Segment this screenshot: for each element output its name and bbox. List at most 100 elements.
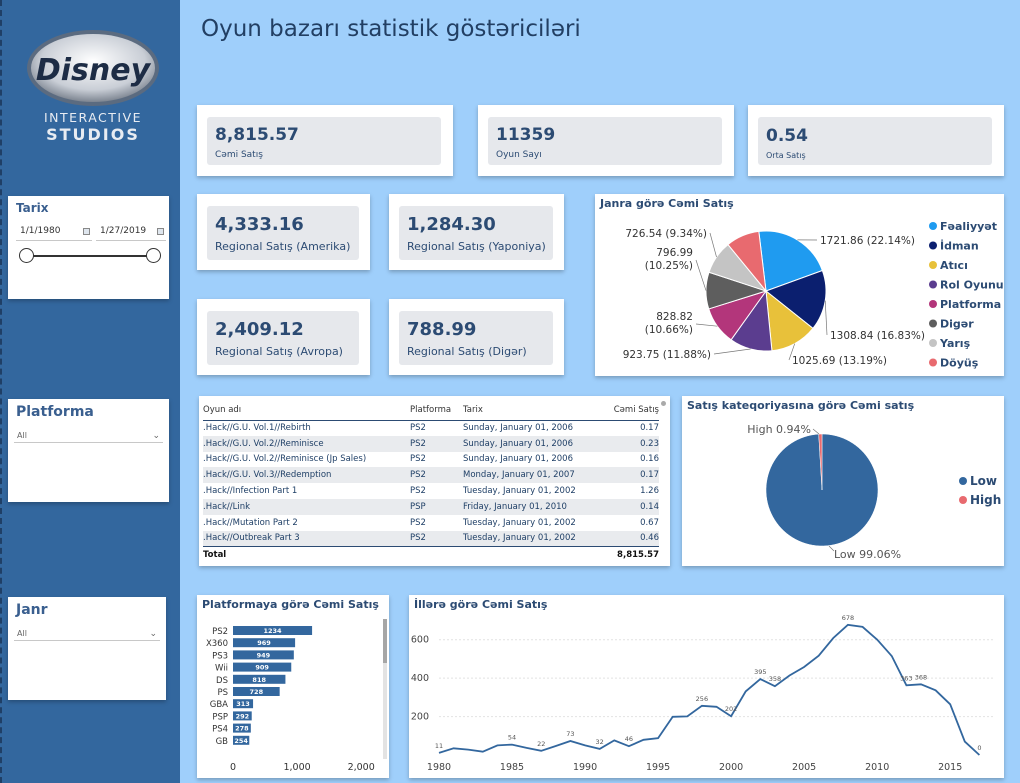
year-line-chart[interactable]: 200 400 600 1980 1985 1990 1995 2000 2005 2010 201… (409, 595, 1004, 778)
point-data-label: 358 (769, 675, 781, 683)
calendar-icon[interactable] (157, 228, 164, 235)
table-cell: 0.17 (640, 470, 659, 481)
pie-leader-line (713, 348, 751, 355)
table-row[interactable]: .Hack//G.U. Vol.3//Redemption PS2 Monday, … (203, 467, 659, 484)
games-table: Oyun adı Platforma Tarix Cəmi Satış .Hac… (203, 401, 659, 563)
pie-leader-line (812, 428, 820, 435)
date-range-start-handle[interactable] (19, 248, 34, 263)
table-cell: .Hack//Infection Part 1 (203, 486, 298, 497)
chevron-down-icon[interactable]: ⌄ (152, 431, 160, 441)
kpi-value: 8,815.57 (215, 125, 299, 145)
table-row[interactable]: .Hack//Outbreak Part 3 PS2 Tuesday, Januar… (203, 530, 659, 547)
platform-bar-chart[interactable]: PS2 1234 X360 969 PS3 949 Wii 909 DS 818 PS 728 GBA 3… (197, 595, 389, 778)
bar-data-label: 728 (250, 688, 264, 696)
legend-label: Yarış (939, 337, 971, 350)
point-data-label: 73 (566, 730, 574, 738)
table-row[interactable]: .Hack//Mutation Part 2 PS2 Tuesday, Januar… (203, 514, 659, 531)
kpi-value: 788.99 (407, 319, 477, 340)
kpi-label: Orta Satış (766, 151, 806, 160)
platform-bar-title: Platformaya görə Cəmi Satış (202, 598, 379, 611)
disney-interactive-logo: Disney INTERACTIVE STUDIOS (24, 28, 162, 146)
table-cell: Tuesday, January 01, 2002 (463, 517, 576, 528)
column-header[interactable]: Tarix (463, 405, 483, 416)
year-line-title: İllərə görə Cəmi Satış (414, 598, 548, 611)
platform-slicer: Platforma All ⌄ (8, 399, 169, 502)
pie-data-label: (10.25%) (645, 260, 693, 272)
column-header[interactable]: Platforma (410, 405, 452, 416)
kpi-game-count: 11359 Oyun Sayı (478, 105, 734, 176)
legend-label: Atıcı (940, 259, 968, 272)
table-row[interactable]: .Hack//Infection Part 1 PS2 Tuesday, Janua… (203, 483, 659, 499)
table-row[interactable]: .Hack//G.U. Vol.2//Reminisce (Jp Sales) P… (203, 451, 659, 468)
table-cell: PS2 (410, 438, 426, 449)
table-row[interactable]: .Hack//G.U. Vol.2//Reminisce PS2 Sunday, J… (203, 435, 659, 452)
bar (233, 662, 292, 672)
legend-label: Digər (940, 318, 974, 331)
kpi-label: Regional Satış (Amerika) (215, 240, 351, 253)
bar-scrollbar[interactable] (383, 619, 387, 759)
pie-leader-line (709, 232, 717, 258)
column-header[interactable]: Oyun adı (203, 405, 242, 416)
kpi-label: Regional Satış (Digər) (407, 345, 527, 358)
bar (233, 711, 252, 721)
date-range-end-handle[interactable] (146, 248, 161, 263)
pie-data-label: 1025.69 (13.19%) (792, 355, 887, 367)
table-cell: 0.67 (640, 517, 659, 528)
pie-data-label: 1721.86 (22.14%) (820, 235, 915, 247)
bar-data-label: 254 (234, 737, 248, 745)
point-data-label: 11 (435, 742, 443, 750)
pie-leader-line (824, 300, 828, 336)
table-cell: Tuesday, January 01, 2002 (463, 486, 576, 497)
pie-leader-line (695, 259, 707, 291)
kpi-region-japan: 1,284.30 Regional Satış (Yaponiya) (389, 194, 564, 270)
bar-data-label: 292 (236, 712, 250, 720)
kpi-label: Regional Satış (Avropa) (215, 345, 343, 358)
point-data-label: 256 (696, 695, 708, 703)
year-line-card: İllərə görə Cəmi Satış 200 400 600 1980 1985… (409, 595, 1004, 778)
table-cell: .Hack//Outbreak Part 3 (203, 533, 300, 544)
category-pie-chart[interactable]: Low 99.06% High 0.94% Low High (682, 396, 1004, 566)
kpi-value: 1,284.30 (407, 214, 496, 235)
column-header[interactable]: Cəmi Satış (613, 405, 659, 416)
bar-category-label: GBA (210, 700, 228, 710)
date-from-input[interactable]: 1/1/1980 (16, 221, 92, 241)
kpi-region-america: 4,333.16 Regional Satış (Amerika) (197, 194, 370, 270)
date-range-track[interactable] (26, 255, 154, 257)
point-data-label: 368 (915, 673, 927, 681)
bar-category-label: PS4 (212, 725, 228, 735)
x-tick-label: 2015 (938, 762, 962, 773)
genre-dropdown-value: All (17, 629, 27, 638)
chevron-down-icon[interactable]: ⌄ (149, 629, 157, 639)
table-cell: 0.23 (640, 438, 659, 449)
platform-dropdown[interactable]: All ⌄ (14, 429, 163, 443)
table-scroll-indicator[interactable] (661, 401, 666, 406)
bar (233, 735, 250, 745)
category-pie-card: Satış kateqoriyasına görə Cəmi satış Low… (682, 396, 1004, 566)
table-cell: PS2 (410, 470, 426, 481)
point-data-label: 678 (842, 614, 854, 622)
table-cell: PS2 (410, 533, 426, 544)
table-cell: 0.16 (640, 454, 659, 465)
point-data-label: 395 (754, 668, 766, 676)
bar-data-label: 949 (257, 651, 271, 659)
pie-leader-line (828, 545, 835, 552)
x-tick-label: 1985 (500, 762, 524, 773)
series-line (438, 623, 981, 756)
table-cell: PS2 (410, 454, 426, 465)
category-pie-title: Satış kateqoriyasına görə Cəmi satış (687, 399, 915, 412)
logo-line2: STUDIOS (46, 125, 140, 144)
genre-dropdown[interactable]: All ⌄ (14, 627, 160, 641)
table-cell: .Hack//Link (203, 501, 251, 512)
genre-pie-chart[interactable]: 1721.86 (22.14%) 1308.84 (16.83%) 1025.69 … (595, 194, 1004, 376)
table-total-label: Total (203, 550, 227, 561)
table-row[interactable]: .Hack//G.U. Vol.1//Rebirth PS2 Sunday, Jan… (203, 420, 659, 436)
kpi-total-sales: 8,815.57 Cəmi Satış (197, 105, 453, 176)
table-cell: .Hack//Mutation Part 2 (203, 517, 298, 528)
calendar-icon[interactable] (83, 228, 90, 235)
bar-data-label: 313 (236, 700, 250, 708)
date-to-input[interactable]: 1/27/2019 (96, 221, 166, 241)
table-cell: Monday, January 01, 2007 (463, 470, 575, 481)
table-cell: 0.46 (640, 533, 659, 544)
table-row[interactable]: .Hack//Link PSP Friday, January 01, 2010 0.… (203, 498, 659, 515)
genre-pie-title: Janra görə Cəmi Satış (600, 197, 734, 210)
